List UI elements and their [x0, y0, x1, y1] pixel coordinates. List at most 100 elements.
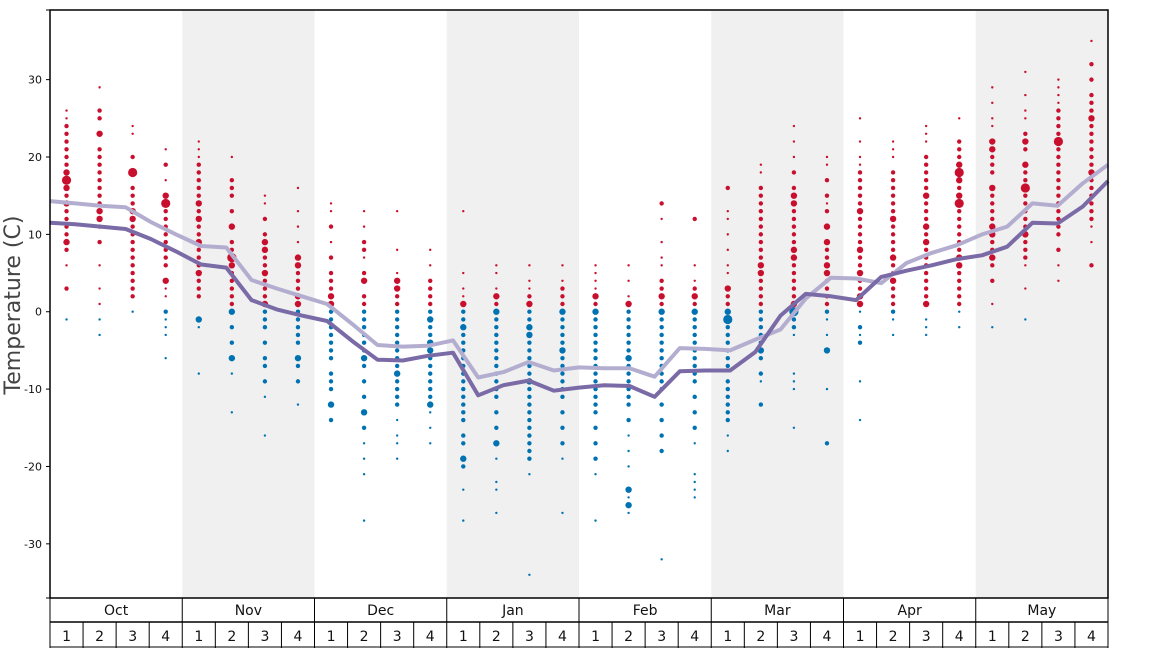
data-point — [262, 286, 268, 291]
data-point — [428, 386, 433, 392]
data-point — [263, 395, 267, 399]
data-point — [1056, 232, 1061, 237]
data-point — [924, 333, 928, 337]
week-label: 3 — [525, 629, 534, 645]
data-point — [923, 201, 929, 206]
data-point — [494, 425, 499, 430]
data-point — [461, 332, 466, 338]
data-point — [956, 262, 963, 269]
data-point — [693, 488, 696, 491]
data-point — [97, 147, 102, 152]
data-point — [957, 232, 962, 237]
data-point — [64, 162, 69, 167]
data-point — [1023, 255, 1028, 260]
data-point — [659, 278, 664, 283]
data-point — [1056, 178, 1061, 183]
data-point — [923, 278, 929, 283]
data-point — [560, 294, 565, 299]
data-point — [196, 162, 201, 167]
data-point — [527, 433, 532, 438]
data-point — [1089, 162, 1094, 167]
data-point — [957, 185, 962, 191]
data-point — [890, 178, 896, 183]
data-point — [1089, 123, 1094, 129]
data-point — [130, 255, 135, 260]
data-point — [528, 473, 531, 476]
data-point — [626, 340, 631, 345]
data-point — [724, 285, 731, 292]
data-point — [362, 256, 366, 259]
data-point — [593, 332, 598, 338]
data-point — [791, 278, 797, 283]
data-point — [923, 216, 929, 222]
data-point — [958, 310, 961, 313]
data-point — [394, 332, 400, 338]
data-point — [990, 263, 995, 268]
data-point — [792, 333, 796, 337]
month-label: Oct — [104, 603, 129, 619]
data-point — [329, 240, 333, 244]
data-point — [957, 139, 962, 144]
data-point — [327, 293, 335, 300]
week-label: 3 — [128, 629, 137, 645]
data-point — [627, 449, 630, 453]
data-point — [889, 254, 897, 261]
data-point — [559, 347, 566, 354]
data-point — [824, 286, 830, 291]
data-point — [990, 278, 995, 283]
data-point — [660, 240, 663, 244]
data-point — [923, 286, 929, 291]
data-point — [362, 473, 366, 476]
data-point — [229, 301, 235, 307]
data-point — [328, 332, 334, 338]
data-point — [395, 457, 399, 460]
data-point — [361, 363, 367, 369]
data-point — [923, 232, 929, 237]
data-point — [857, 185, 863, 191]
data-point — [394, 402, 400, 407]
data-point — [1023, 131, 1028, 136]
data-point — [327, 401, 335, 408]
data-point — [659, 448, 664, 454]
week-label: 4 — [955, 629, 964, 645]
data-point — [560, 441, 565, 446]
data-point — [163, 162, 168, 167]
data-point — [296, 209, 300, 213]
data-point — [361, 325, 367, 330]
data-point — [792, 380, 796, 383]
data-point — [97, 154, 102, 160]
data-point — [890, 185, 896, 191]
data-point — [395, 271, 399, 275]
week-label: 2 — [756, 629, 765, 645]
data-point — [495, 287, 498, 290]
data-point — [428, 363, 433, 369]
data-point — [923, 170, 929, 175]
data-point — [1056, 224, 1061, 229]
data-point — [889, 215, 897, 223]
data-point — [164, 356, 167, 360]
data-point — [262, 263, 268, 268]
data-point — [693, 480, 696, 484]
data-point — [560, 332, 565, 338]
data-point — [64, 286, 69, 291]
data-point — [791, 286, 797, 291]
data-point — [428, 394, 433, 400]
data-point — [659, 433, 664, 438]
data-point — [262, 309, 268, 314]
data-point — [594, 271, 597, 275]
data-point — [1056, 116, 1061, 121]
data-point — [692, 340, 697, 345]
data-point — [954, 198, 964, 209]
data-point — [725, 332, 730, 338]
data-point — [461, 441, 466, 446]
data-point — [692, 355, 697, 361]
data-point — [164, 326, 167, 329]
data-point — [692, 332, 697, 338]
data-point — [229, 325, 235, 330]
data-point — [1057, 264, 1060, 267]
data-point — [527, 394, 532, 400]
data-point — [792, 140, 796, 143]
data-point — [858, 155, 862, 159]
data-point — [1089, 139, 1094, 144]
data-point — [758, 301, 764, 307]
